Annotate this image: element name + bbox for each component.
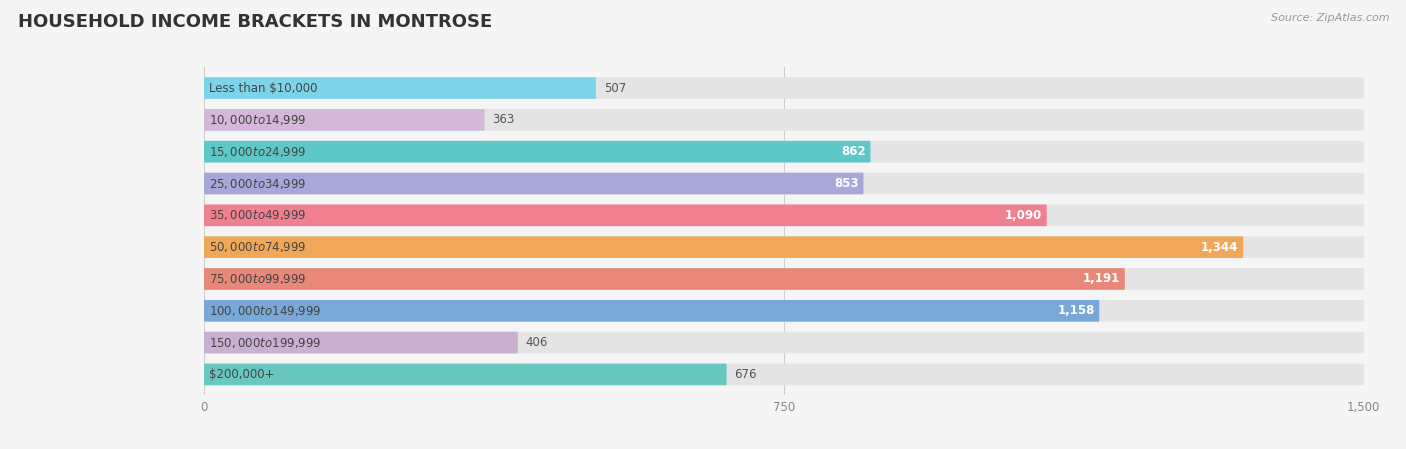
- FancyBboxPatch shape: [204, 332, 1364, 353]
- FancyBboxPatch shape: [204, 173, 863, 194]
- Text: 406: 406: [526, 336, 548, 349]
- Text: $15,000 to $24,999: $15,000 to $24,999: [208, 145, 307, 158]
- FancyBboxPatch shape: [204, 332, 517, 353]
- FancyBboxPatch shape: [204, 141, 870, 163]
- Text: $150,000 to $199,999: $150,000 to $199,999: [208, 335, 321, 350]
- Text: 1,090: 1,090: [1005, 209, 1042, 222]
- FancyBboxPatch shape: [204, 77, 1364, 99]
- FancyBboxPatch shape: [204, 300, 1364, 321]
- FancyBboxPatch shape: [204, 236, 1364, 258]
- FancyBboxPatch shape: [204, 364, 727, 385]
- FancyBboxPatch shape: [204, 173, 1364, 194]
- Text: 862: 862: [841, 145, 866, 158]
- Text: Source: ZipAtlas.com: Source: ZipAtlas.com: [1271, 13, 1389, 23]
- Text: 1,158: 1,158: [1057, 304, 1095, 317]
- FancyBboxPatch shape: [204, 364, 1364, 385]
- Text: $35,000 to $49,999: $35,000 to $49,999: [208, 208, 307, 222]
- Text: $200,000+: $200,000+: [208, 368, 274, 381]
- FancyBboxPatch shape: [204, 204, 1364, 226]
- Text: Less than $10,000: Less than $10,000: [208, 82, 316, 95]
- Text: 853: 853: [834, 177, 859, 190]
- Text: 1,344: 1,344: [1201, 241, 1239, 254]
- FancyBboxPatch shape: [204, 77, 596, 99]
- Text: 507: 507: [603, 82, 626, 95]
- FancyBboxPatch shape: [204, 109, 485, 131]
- FancyBboxPatch shape: [204, 236, 1243, 258]
- Text: 676: 676: [734, 368, 756, 381]
- Text: $100,000 to $149,999: $100,000 to $149,999: [208, 304, 321, 318]
- FancyBboxPatch shape: [204, 109, 1364, 131]
- Text: 363: 363: [492, 113, 515, 126]
- FancyBboxPatch shape: [204, 268, 1125, 290]
- FancyBboxPatch shape: [204, 300, 1099, 321]
- Text: $10,000 to $14,999: $10,000 to $14,999: [208, 113, 307, 127]
- Text: HOUSEHOLD INCOME BRACKETS IN MONTROSE: HOUSEHOLD INCOME BRACKETS IN MONTROSE: [18, 13, 492, 31]
- Text: $75,000 to $99,999: $75,000 to $99,999: [208, 272, 307, 286]
- FancyBboxPatch shape: [204, 268, 1364, 290]
- FancyBboxPatch shape: [204, 204, 1046, 226]
- FancyBboxPatch shape: [204, 141, 1364, 163]
- Text: $50,000 to $74,999: $50,000 to $74,999: [208, 240, 307, 254]
- Text: $25,000 to $34,999: $25,000 to $34,999: [208, 176, 307, 190]
- Text: 1,191: 1,191: [1083, 273, 1121, 286]
